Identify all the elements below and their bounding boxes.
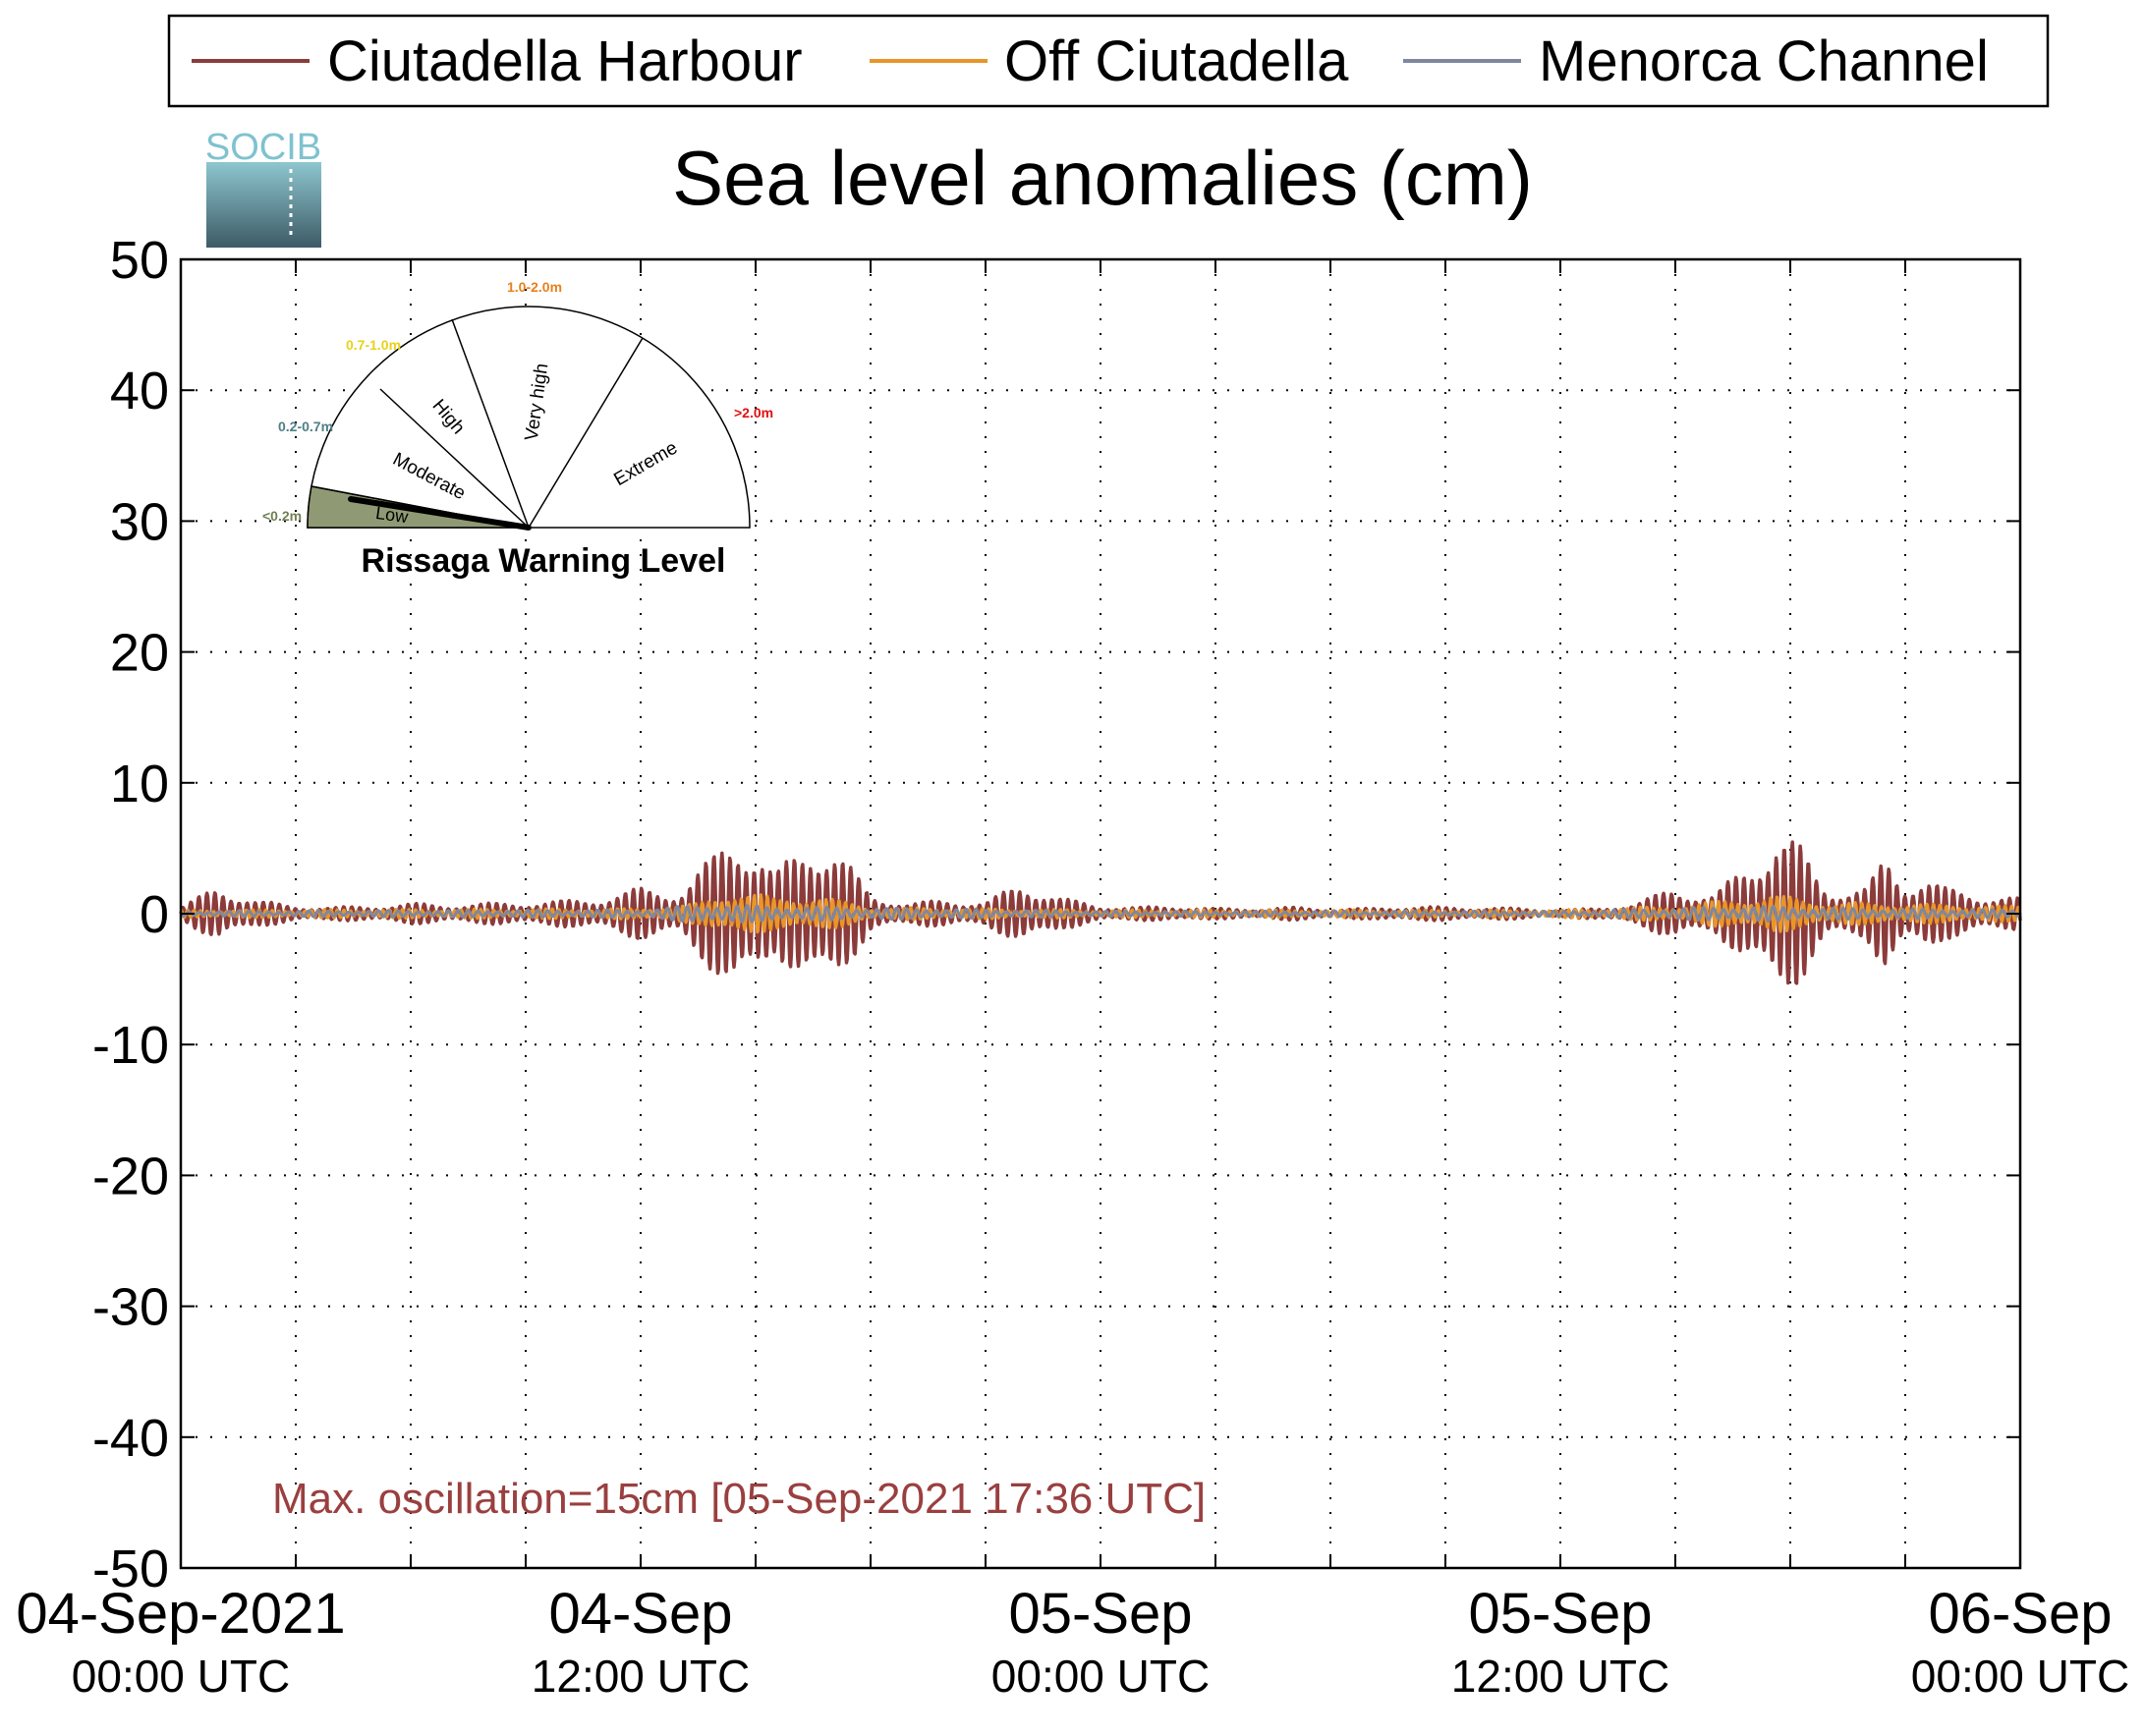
y-tick-label: 10 xyxy=(110,755,169,813)
y-axis: 50 40 30 20 10 0 -10 -20 -30 -40 -50 xyxy=(92,231,2020,1598)
gauge-range-extreme: >2.0m xyxy=(734,405,773,420)
y-tick-label: -30 xyxy=(92,1278,169,1337)
y-tick-label: 40 xyxy=(110,362,169,420)
x-tick-label-date: 05-Sep xyxy=(1468,1582,1652,1646)
gauge-range-low: <0.2m xyxy=(262,508,302,524)
gauge-divider-3 xyxy=(451,318,530,529)
y-tick-label: 30 xyxy=(110,492,169,551)
legend-label-off-ciutadella: Off Ciutadella xyxy=(1004,29,1349,93)
x-tick-label-date: 04-Sep-2021 xyxy=(16,1582,345,1646)
gauge-needle xyxy=(348,496,532,531)
legend-label-ciutadella-harbour: Ciutadella Harbour xyxy=(327,29,803,93)
socib-logo-wave xyxy=(206,162,321,248)
y-tick-label: -10 xyxy=(92,1016,169,1075)
socib-logo-text: SOCIB xyxy=(205,127,321,168)
series-lines xyxy=(179,840,2022,985)
socib-logo: SOCIB xyxy=(205,127,321,248)
gauge-divider-4 xyxy=(528,337,644,529)
gauge-label-low: Low xyxy=(374,503,410,528)
rissaga-gauge: Low Moderate High Very high Extreme <0.2… xyxy=(262,279,773,580)
x-tick-label-date: 06-Sep xyxy=(1928,1582,2112,1646)
series-line-menorca-channel xyxy=(179,904,2022,924)
gauge-range-high: 0.7-1.0m xyxy=(346,337,401,353)
y-tick-label: 50 xyxy=(110,231,169,290)
legend-box xyxy=(167,14,2050,108)
legend: Ciutadella Harbour Off Ciutadella Menorc… xyxy=(167,14,2050,108)
max-oscillation-annotation: Max. oscillation=15cm [05-Sep-2021 17:36… xyxy=(272,1475,1206,1523)
y-tick-label: -40 xyxy=(92,1409,169,1468)
legend-label-menorca-channel: Menorca Channel xyxy=(1539,29,1989,93)
gauge-title: Rissaga Warning Level xyxy=(362,542,726,580)
x-tick-label-time: 12:00 UTC xyxy=(1451,1651,1669,1702)
y-tick-label: 20 xyxy=(110,624,169,683)
y-tick-label: -50 xyxy=(92,1540,169,1598)
x-tick-label-time: 00:00 UTC xyxy=(72,1651,290,1702)
gauge-semicircle xyxy=(307,306,751,529)
y-tick-label: -20 xyxy=(92,1147,169,1205)
y-tick-label: 0 xyxy=(140,885,169,944)
chart-title: Sea level anomalies (cm) xyxy=(672,135,1533,221)
x-tick-label-time: 00:00 UTC xyxy=(1911,1651,2129,1702)
gauge-divider-2 xyxy=(379,388,530,529)
x-tick-label-time: 12:00 UTC xyxy=(532,1651,750,1702)
series-line-off-ciutadella xyxy=(180,893,2022,934)
x-tick-label-time: 00:00 UTC xyxy=(991,1651,1210,1702)
grid xyxy=(181,259,2020,1568)
x-tick-label-date: 05-Sep xyxy=(1008,1582,1192,1646)
gauge-range-moderate: 0.2-0.7m xyxy=(278,419,333,434)
x-tick-label-date: 04-Sep xyxy=(548,1582,732,1646)
gauge-range-very-high: 1.0-2.0m xyxy=(507,279,562,295)
